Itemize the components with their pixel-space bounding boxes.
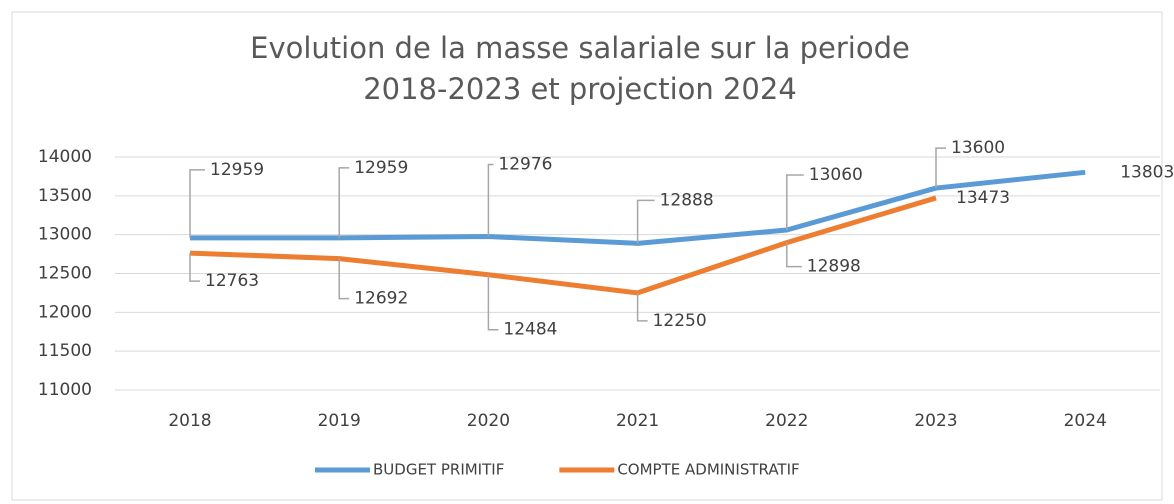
series-line xyxy=(189,195,937,296)
leader-line xyxy=(487,274,499,331)
x-tick-label: 2019 xyxy=(318,411,361,431)
y-tick-label: 11000 xyxy=(38,380,92,400)
data-label: 12763 xyxy=(205,271,259,291)
data-label: 13803 xyxy=(1120,162,1174,182)
leader-line xyxy=(338,167,350,238)
data-label: 12484 xyxy=(503,320,557,340)
data-label: 12250 xyxy=(653,311,707,331)
chart-title: Evolution de la masse salariale sur la p… xyxy=(250,31,910,106)
data-label: 13060 xyxy=(809,165,863,185)
data-label: 12888 xyxy=(660,190,714,210)
data-label: 12959 xyxy=(210,160,264,180)
x-tick-label: 2021 xyxy=(616,411,659,431)
y-tick-label: 12500 xyxy=(38,264,92,284)
x-tick-label: 2022 xyxy=(765,411,808,431)
data-label: 12898 xyxy=(807,257,861,277)
data-label: 13600 xyxy=(951,138,1005,158)
x-tick-label: 2018 xyxy=(168,411,211,431)
data-label: 13473 xyxy=(956,188,1010,208)
leader-line xyxy=(786,242,802,268)
leader-line xyxy=(189,253,200,282)
y-tick-label: 13000 xyxy=(38,225,92,245)
x-tick-label: 2020 xyxy=(467,411,510,431)
data-label: 12976 xyxy=(498,155,552,175)
y-tick-label: 11500 xyxy=(38,341,92,361)
data-label: 12692 xyxy=(354,289,408,309)
legend-label: BUDGET PRIMITIF xyxy=(373,461,504,479)
data-label: 12959 xyxy=(354,158,408,178)
leader-line xyxy=(487,163,494,237)
leader-line xyxy=(636,199,655,244)
y-tick-label: 12000 xyxy=(38,302,92,322)
y-tick-label: 13500 xyxy=(38,186,92,206)
leader-line xyxy=(189,169,205,238)
legend-label: COMPTE ADMINISTRATIF xyxy=(617,461,799,479)
leader-line xyxy=(935,147,946,189)
leader-line xyxy=(338,258,350,300)
y-tick-label: 14000 xyxy=(38,147,92,167)
leader-line xyxy=(636,292,648,322)
x-tick-label: 2024 xyxy=(1064,411,1107,431)
x-tick-label: 2023 xyxy=(914,411,957,431)
leader-line xyxy=(786,174,804,231)
